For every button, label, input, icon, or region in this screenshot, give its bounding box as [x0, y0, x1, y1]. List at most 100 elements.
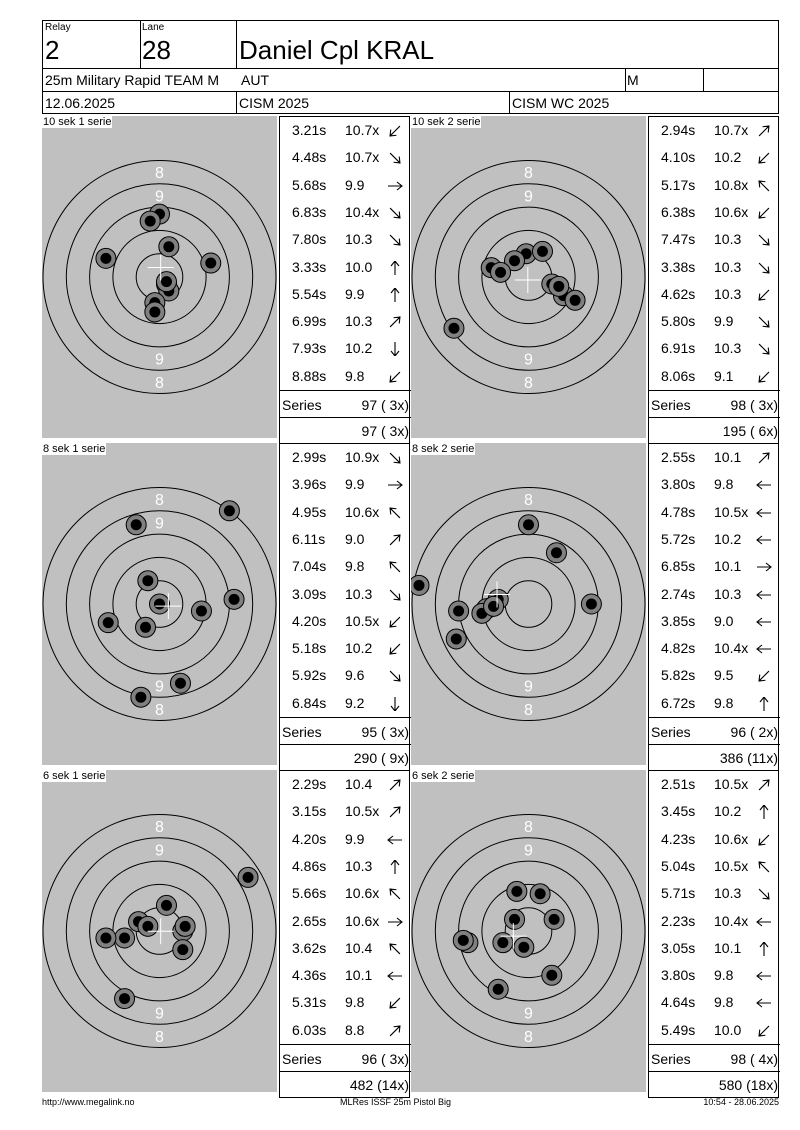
shot-value: 9.2	[345, 694, 365, 711]
shot-hole	[97, 612, 119, 634]
running-total: 580 (18x)	[718, 1077, 778, 1093]
shot-time: 7.47s	[661, 231, 696, 248]
shot-row: 3.15s 10.5x	[280, 798, 411, 825]
direction-arrow-icon	[758, 779, 770, 791]
direction-arrow-icon	[390, 696, 400, 711]
shot-time: 4.78s	[661, 503, 696, 520]
direction-arrow-icon	[389, 507, 401, 518]
shot-row: 3.85s 9.0	[649, 608, 780, 635]
shot-value: 10.1	[345, 967, 373, 984]
direction-arrow-icon	[388, 917, 403, 926]
shot-value: 10.7x	[714, 122, 749, 138]
ring-number-label: 8	[155, 492, 164, 509]
shot-row: 3.38s 10.3	[649, 254, 780, 281]
shot-time: 4.64s	[661, 994, 696, 1011]
shot-value: 8.8	[345, 1021, 365, 1038]
shot-time: 5.49s	[661, 1021, 696, 1038]
direction-arrow-icon	[759, 696, 769, 711]
shot-value: 10.6x	[345, 912, 380, 929]
shot-value: 10.4	[345, 776, 373, 792]
nation: AUT	[239, 72, 269, 88]
shot-value: 10.8x	[714, 176, 749, 193]
shot-value: 10.7x	[345, 149, 380, 166]
shot-row: 4.62s 10.3	[649, 281, 780, 308]
shot-time: 5.72s	[661, 530, 696, 547]
series-title: 6 sek 1 serie	[42, 770, 107, 782]
target-ring	[434, 510, 623, 698]
direction-arrow-icon	[389, 316, 401, 328]
shot-row: 5.18s 10.2	[280, 635, 411, 662]
series-score-row: Series 96 ( 3x)	[280, 1044, 411, 1072]
shot-hole	[531, 240, 553, 262]
shot-hole	[95, 247, 117, 269]
shot-hole	[218, 500, 240, 522]
shot-time: 5.17s	[661, 176, 696, 193]
header-box: Relay 2 Lane 28 Daniel Cpl KRAL 25m Mili…	[42, 20, 779, 114]
shot-time: 5.68s	[292, 176, 327, 193]
shot-time: 5.04s	[661, 857, 696, 874]
direction-arrow-icon	[759, 805, 769, 820]
ring-number-label: 8	[524, 375, 533, 392]
direction-arrow-icon	[756, 480, 771, 490]
shot-hole	[137, 570, 159, 592]
shot-value: 10.3	[714, 585, 742, 602]
shot-hole	[580, 593, 602, 615]
target-ring	[65, 183, 254, 371]
shot-row: 2.29s 10.4	[280, 771, 411, 798]
group-center-crosshair	[147, 918, 174, 945]
shot-row: 6.99s 10.3	[280, 308, 411, 335]
target-ring	[411, 160, 646, 394]
shooter-name: Daniel Cpl KRAL	[239, 35, 435, 65]
series-score: 98 ( 3x)	[730, 397, 778, 413]
target-svg: 8 9 9 8	[42, 487, 277, 721]
shot-time: 4.48s	[292, 149, 327, 166]
ring-number-label: 9	[155, 352, 164, 369]
direction-arrow-icon	[388, 480, 403, 490]
shot-row: 4.64s 9.8	[649, 989, 780, 1016]
shot-hole	[545, 542, 567, 564]
shot-row: 3.80s 9.8	[649, 962, 780, 989]
target-view: 8 9 9 8 10 sek 1 serie	[42, 116, 277, 438]
shot-time: 6.11s	[292, 530, 326, 547]
shot-hole	[155, 894, 177, 916]
direction-arrow-icon	[389, 643, 401, 655]
target-ring	[42, 160, 277, 394]
shot-time: 3.45s	[661, 803, 696, 820]
shot-time: 4.10s	[661, 149, 696, 166]
shot-row: 6.84s 9.2	[280, 690, 411, 717]
shot-row: 7.47s 10.3	[649, 226, 780, 253]
shot-row: 4.95s 10.6x	[280, 499, 411, 526]
shot-time: 5.31s	[292, 994, 327, 1011]
direction-arrow-icon	[387, 835, 402, 845]
shot-list: 2.55s 10.1 3.80s 9.8 4.78s 10.5x 5.72s 10.2 6.85…	[648, 443, 780, 771]
shot-row: 5.54s 9.9	[280, 281, 411, 308]
shot-value: 10.5x	[714, 857, 749, 874]
ring-number-label: 8	[155, 702, 164, 719]
shot-time: 6.83s	[292, 203, 327, 220]
shot-row: 4.10s 10.2	[649, 144, 780, 171]
shot-row: 2.23s 10.4x	[649, 908, 780, 935]
series-label: Series	[651, 397, 691, 413]
ring-number-label: 9	[524, 188, 533, 205]
shot-row: 7.93s 10.2	[280, 335, 411, 362]
shot-value: 10.3	[345, 857, 373, 874]
shot-row: 3.80s 9.8	[649, 471, 780, 498]
shot-value: 10.3	[345, 231, 373, 248]
direction-arrow-icon	[389, 616, 401, 628]
shot-row: 6.83s 10.4x	[280, 199, 411, 226]
group-center-crosshair	[484, 581, 511, 608]
ring-number-label: 9	[524, 352, 533, 369]
direction-arrow-icon	[387, 971, 402, 981]
shot-value: 9.9	[345, 476, 365, 493]
direction-arrow-icon	[389, 371, 401, 383]
shot-row: 2.55s 10.1	[649, 444, 780, 471]
shot-row: 5.66s 10.6x	[280, 880, 411, 907]
shot-value: 9.8	[345, 558, 365, 575]
shot-row: 3.45s 10.2	[649, 798, 780, 825]
shot-hole	[541, 964, 563, 986]
shot-hole	[529, 883, 551, 905]
shot-hole	[200, 252, 222, 274]
shot-row: 6.72s 9.8	[649, 690, 780, 717]
direction-arrow-icon	[758, 234, 770, 246]
